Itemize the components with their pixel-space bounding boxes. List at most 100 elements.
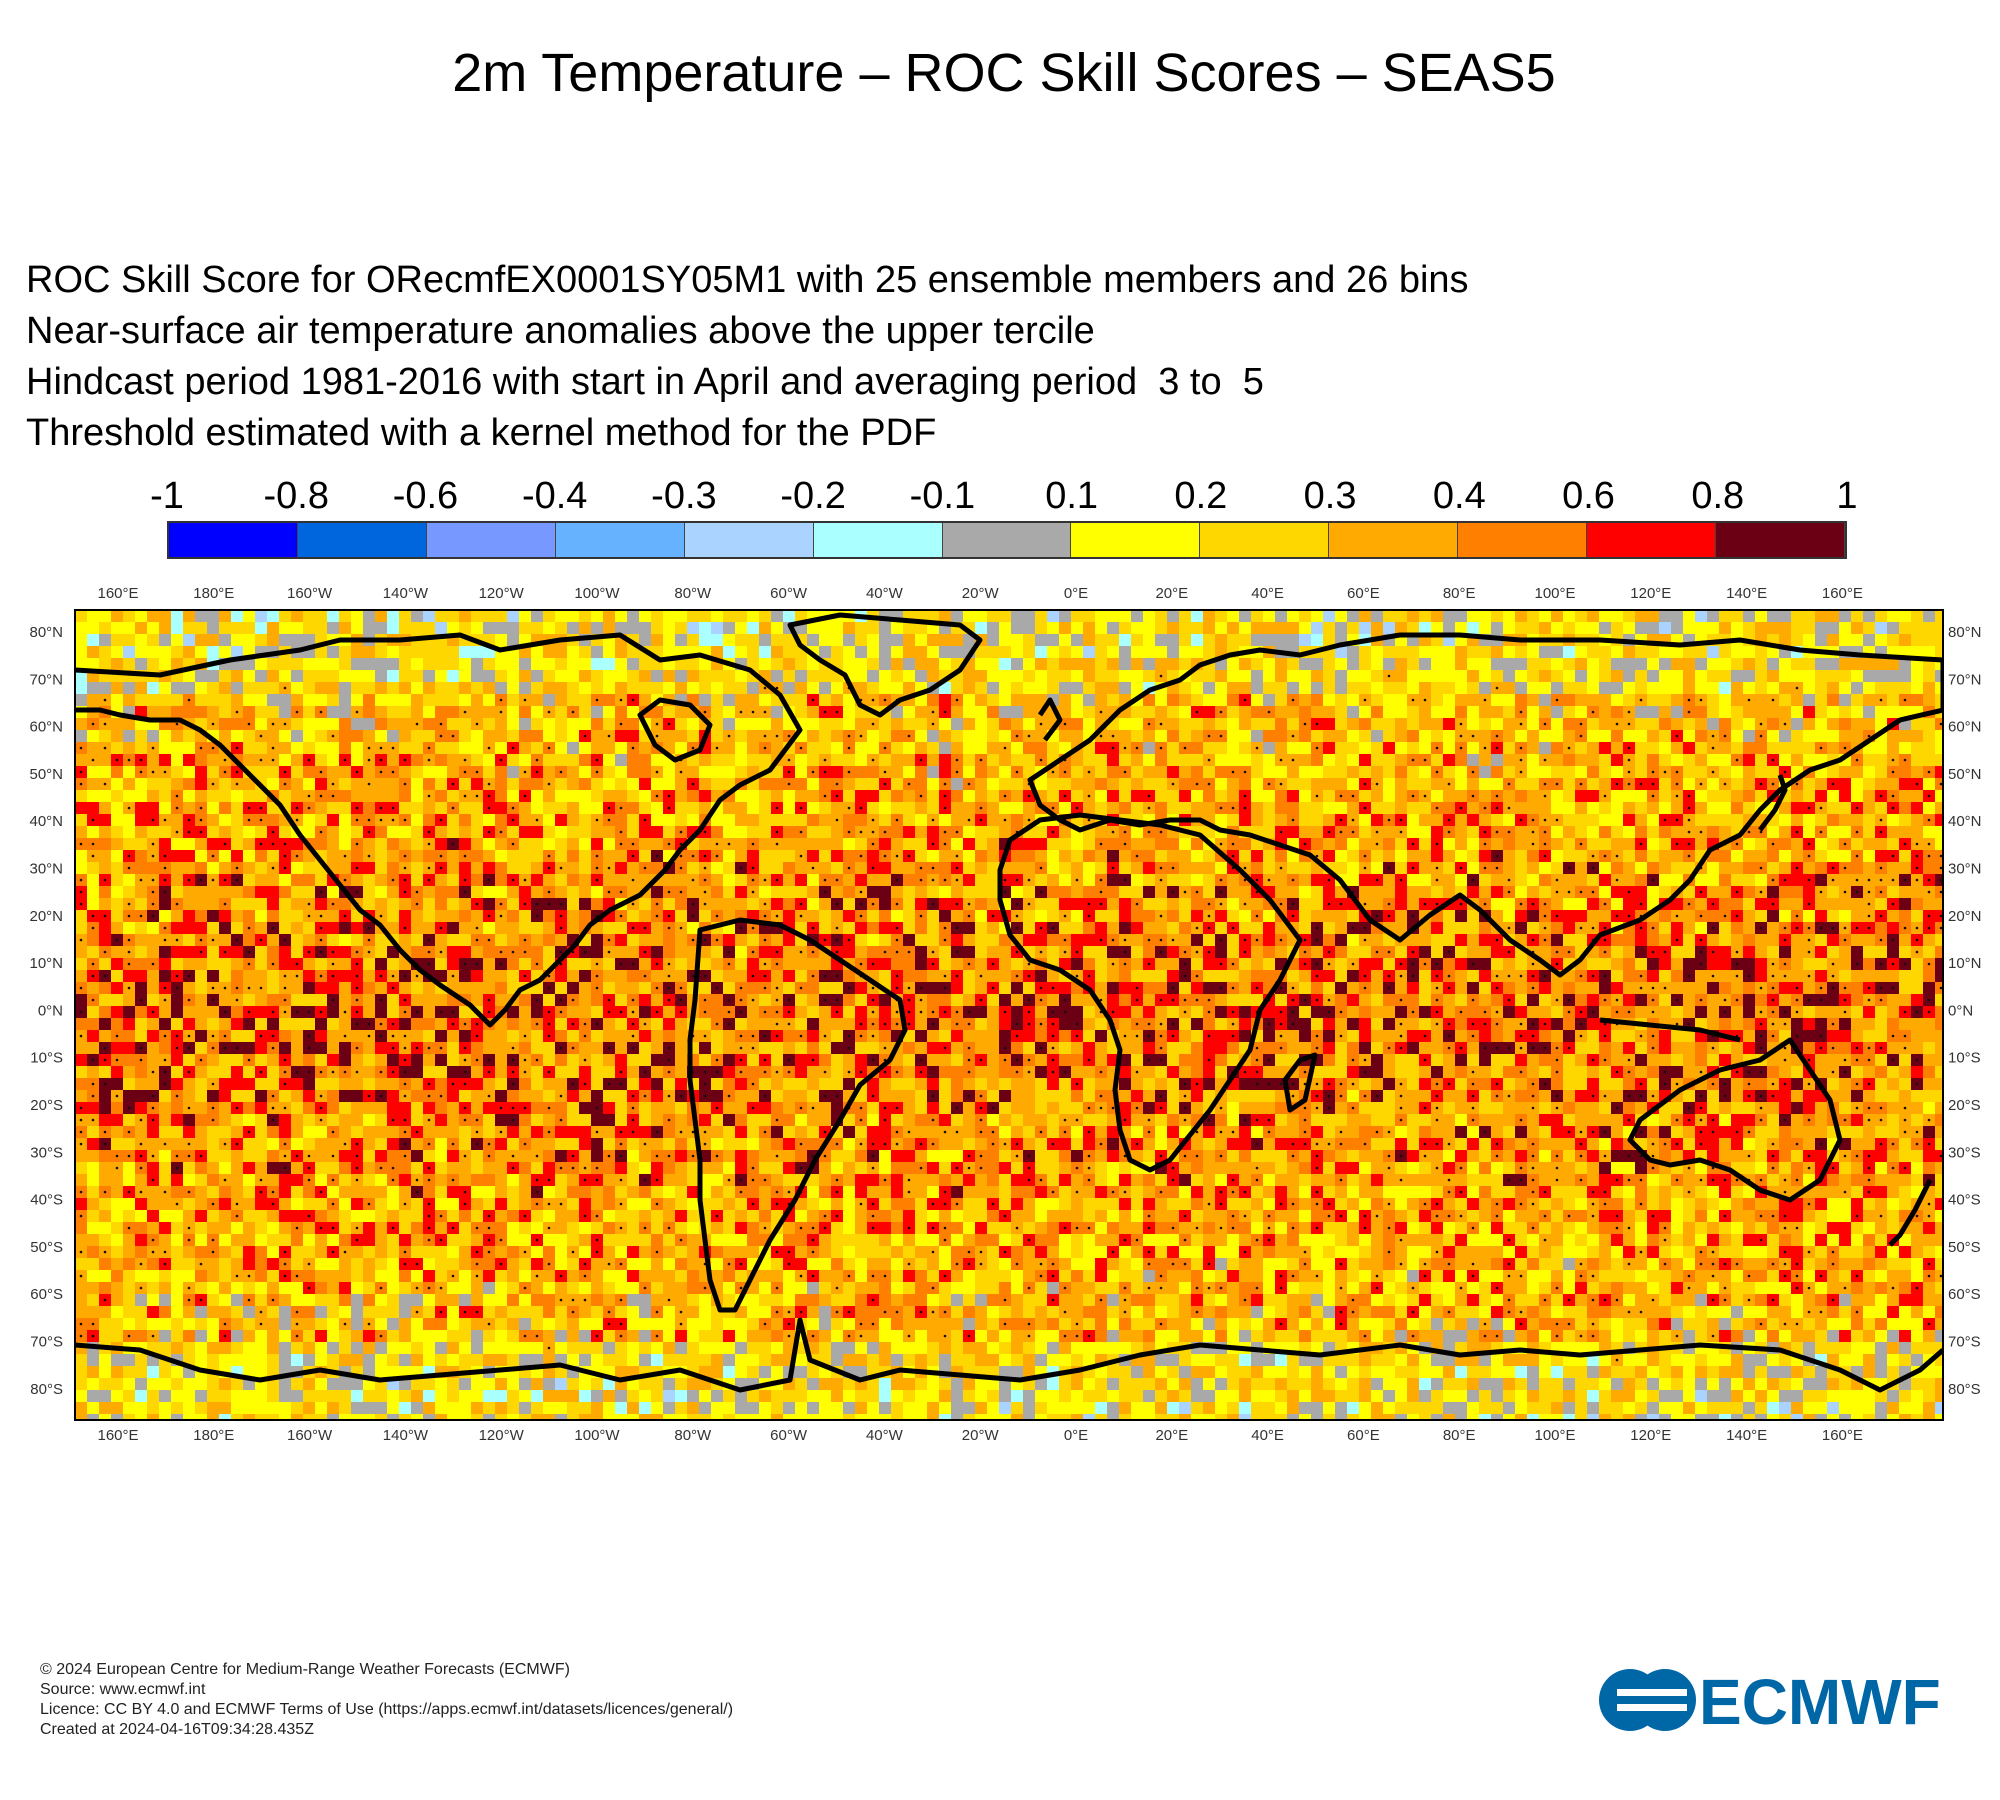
grid-cell	[1479, 610, 1491, 622]
grid-cell	[291, 934, 303, 946]
grid-cell	[651, 622, 663, 634]
grid-cell	[507, 718, 519, 730]
grid-cell	[1863, 658, 1875, 670]
grid-cell	[639, 634, 651, 646]
grid-cell	[711, 622, 723, 634]
grid-cell	[411, 910, 423, 922]
grid-cell	[1887, 610, 1899, 622]
grid-cell	[1935, 862, 1943, 874]
grid-cell	[1083, 670, 1095, 682]
grid-cell	[447, 922, 459, 934]
grid-cell	[1059, 610, 1071, 622]
grid-cell	[435, 706, 447, 718]
grid-cell	[243, 658, 255, 670]
grid-cell	[819, 682, 831, 694]
grid-cell	[147, 862, 159, 874]
grid-cell	[879, 730, 891, 742]
grid-cell	[99, 622, 111, 634]
grid-cell	[1419, 718, 1431, 730]
grid-cell	[1455, 706, 1467, 718]
grid-cell	[903, 826, 915, 838]
grid-cell	[1419, 946, 1431, 958]
grid-cell	[147, 802, 159, 814]
grid-cell	[867, 634, 879, 646]
grid-cell	[1863, 958, 1875, 970]
grid-cell	[471, 862, 483, 874]
grid-cell	[1431, 946, 1443, 958]
grid-cell	[543, 874, 555, 886]
grid-cell	[1167, 718, 1179, 730]
colorbar-swatch	[942, 523, 1072, 557]
grid-cell	[819, 922, 831, 934]
grid-cell	[1707, 934, 1719, 946]
grid-cell	[543, 910, 555, 922]
grid-cell	[507, 826, 519, 838]
grid-cell	[411, 610, 423, 622]
grid-cell	[1143, 850, 1155, 862]
grid-cell	[435, 934, 447, 946]
grid-cell	[831, 634, 843, 646]
grid-cell	[147, 694, 159, 706]
grid-cell	[1203, 790, 1215, 802]
grid-cell	[351, 934, 363, 946]
grid-cell	[1935, 838, 1943, 850]
grid-cell	[1395, 658, 1407, 670]
grid-cell	[1563, 922, 1575, 934]
grid-cell	[963, 982, 975, 994]
grid-cell	[1743, 922, 1755, 934]
grid-cell	[483, 730, 495, 742]
grid-cell	[1371, 862, 1383, 874]
grid-cell	[603, 754, 615, 766]
grid-cell	[639, 778, 651, 790]
grid-cell	[1203, 718, 1215, 730]
colorbar-swatch	[1587, 523, 1717, 557]
grid-cell	[927, 850, 939, 862]
grid-cell	[1899, 610, 1911, 622]
grid-cell	[351, 670, 363, 682]
grid-cell	[519, 754, 531, 766]
grid-cell	[351, 730, 363, 742]
grid-cell	[219, 646, 231, 658]
grid-cell	[747, 730, 759, 742]
grid-cell	[1623, 850, 1635, 862]
grid-cell	[123, 790, 135, 802]
grid-cell	[1719, 622, 1731, 634]
grid-cell	[207, 622, 219, 634]
grid-cell	[1503, 706, 1515, 718]
grid-cell	[1659, 874, 1671, 886]
grid-cell	[1911, 910, 1923, 922]
grid-cell	[1455, 838, 1467, 850]
grid-cell	[1587, 826, 1599, 838]
grid-cell	[1719, 646, 1731, 658]
grid-cell	[855, 718, 867, 730]
grid-cell	[459, 982, 471, 994]
grid-cell	[291, 754, 303, 766]
grid-cell	[975, 706, 987, 718]
grid-cell	[87, 682, 99, 694]
grid-cell	[1851, 838, 1863, 850]
grid-cell	[1887, 706, 1899, 718]
grid-cell	[1731, 658, 1743, 670]
grid-cell	[1131, 970, 1143, 982]
grid-cell	[1683, 646, 1695, 658]
grid-cell	[1611, 958, 1623, 970]
grid-cell	[1131, 826, 1143, 838]
grid-cell	[987, 790, 999, 802]
grid-cell	[663, 622, 675, 634]
grid-cell	[507, 850, 519, 862]
grid-cell	[723, 874, 735, 886]
grid-cell	[939, 694, 951, 706]
grid-cell	[183, 634, 195, 646]
grid-cell	[1635, 706, 1647, 718]
grid-cell	[471, 694, 483, 706]
grid-cell	[1443, 658, 1455, 670]
grid-cell	[1647, 754, 1659, 766]
grid-cell	[843, 922, 855, 934]
grid-cell	[1371, 850, 1383, 862]
grid-cell	[1359, 682, 1371, 694]
grid-cell	[1083, 886, 1095, 898]
grid-cell	[1371, 706, 1383, 718]
grid-cell	[1755, 706, 1767, 718]
grid-cell	[651, 862, 663, 874]
grid-cell	[1371, 610, 1383, 622]
